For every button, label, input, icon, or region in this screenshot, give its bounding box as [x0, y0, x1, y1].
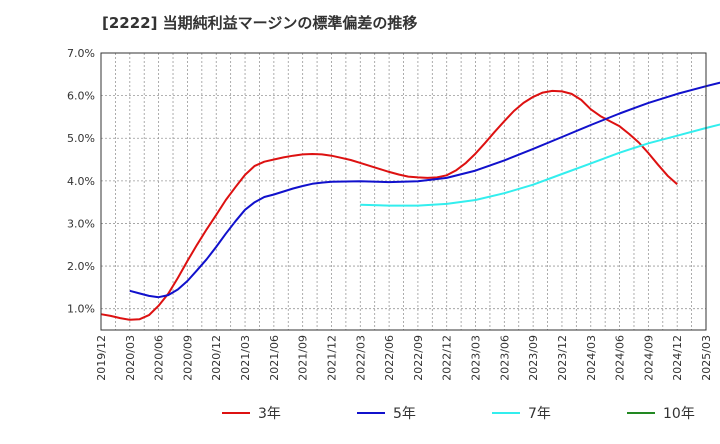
- legend: 3年 5年 7年 10年: [222, 406, 695, 422]
- plot-area: [101, 53, 706, 330]
- y-tick-label: 1.0%: [67, 303, 95, 316]
- x-tick-label: 2024/09: [642, 335, 655, 381]
- x-tick-label: 2021/12: [325, 335, 338, 381]
- series-line-5年: [129, 81, 720, 299]
- x-tick-label: 2021/06: [268, 335, 281, 381]
- y-tick-label: 7.0%: [67, 47, 95, 60]
- series-lines: [100, 81, 720, 321]
- x-axis: 2019/12 2020/03 2020/06 2020/09 2020/12 2021/…: [95, 335, 713, 381]
- y-tick-label: 4.0%: [67, 175, 95, 188]
- x-tick-label: 2022/03: [354, 335, 367, 381]
- x-tick-label: 2023/09: [527, 335, 540, 381]
- x-tick-label: 2025/03: [700, 335, 713, 381]
- y-tick-label: 3.0%: [67, 217, 95, 230]
- x-tick-label: 2019/12: [95, 335, 108, 381]
- series-line-7年: [360, 123, 720, 207]
- x-tick-label: 2024/12: [671, 335, 684, 381]
- x-tick-label: 2020/12: [210, 335, 223, 381]
- x-tick-label: 2020/06: [153, 335, 166, 381]
- y-tick-label: 5.0%: [67, 132, 95, 145]
- x-tick-label: 2022/09: [412, 335, 425, 381]
- y-tick-label: 2.0%: [67, 260, 95, 273]
- legend-label: 10年: [663, 406, 695, 422]
- x-tick-label: 2024/06: [614, 335, 627, 381]
- x-tick-label: 2023/12: [556, 335, 569, 381]
- y-tick-label: 6.0%: [67, 90, 95, 103]
- chart-title: [2222] 当期純利益マージンの標準偏差の推移: [102, 14, 418, 32]
- x-tick-label: 2021/03: [239, 335, 252, 381]
- legend-label: 5年: [393, 406, 416, 422]
- x-tick-label: 2023/03: [470, 335, 483, 381]
- x-tick-label: 2022/06: [383, 335, 396, 381]
- x-tick-label: 2020/03: [124, 335, 137, 381]
- plot-frame: [100, 52, 707, 331]
- x-tick-label: 2024/03: [585, 335, 598, 381]
- x-tick-label: 2022/12: [441, 335, 454, 381]
- series-line-3年: [100, 89, 678, 321]
- x-tick-label: 2023/06: [498, 335, 511, 381]
- y-axis: 1.0% 2.0% 3.0% 4.0% 5.0% 6.0% 7.0%: [67, 47, 95, 316]
- x-tick-label: 2021/09: [297, 335, 310, 381]
- legend-label: 7年: [528, 406, 551, 422]
- x-tick-label: 2020/09: [181, 335, 194, 381]
- legend-label: 3年: [258, 406, 281, 422]
